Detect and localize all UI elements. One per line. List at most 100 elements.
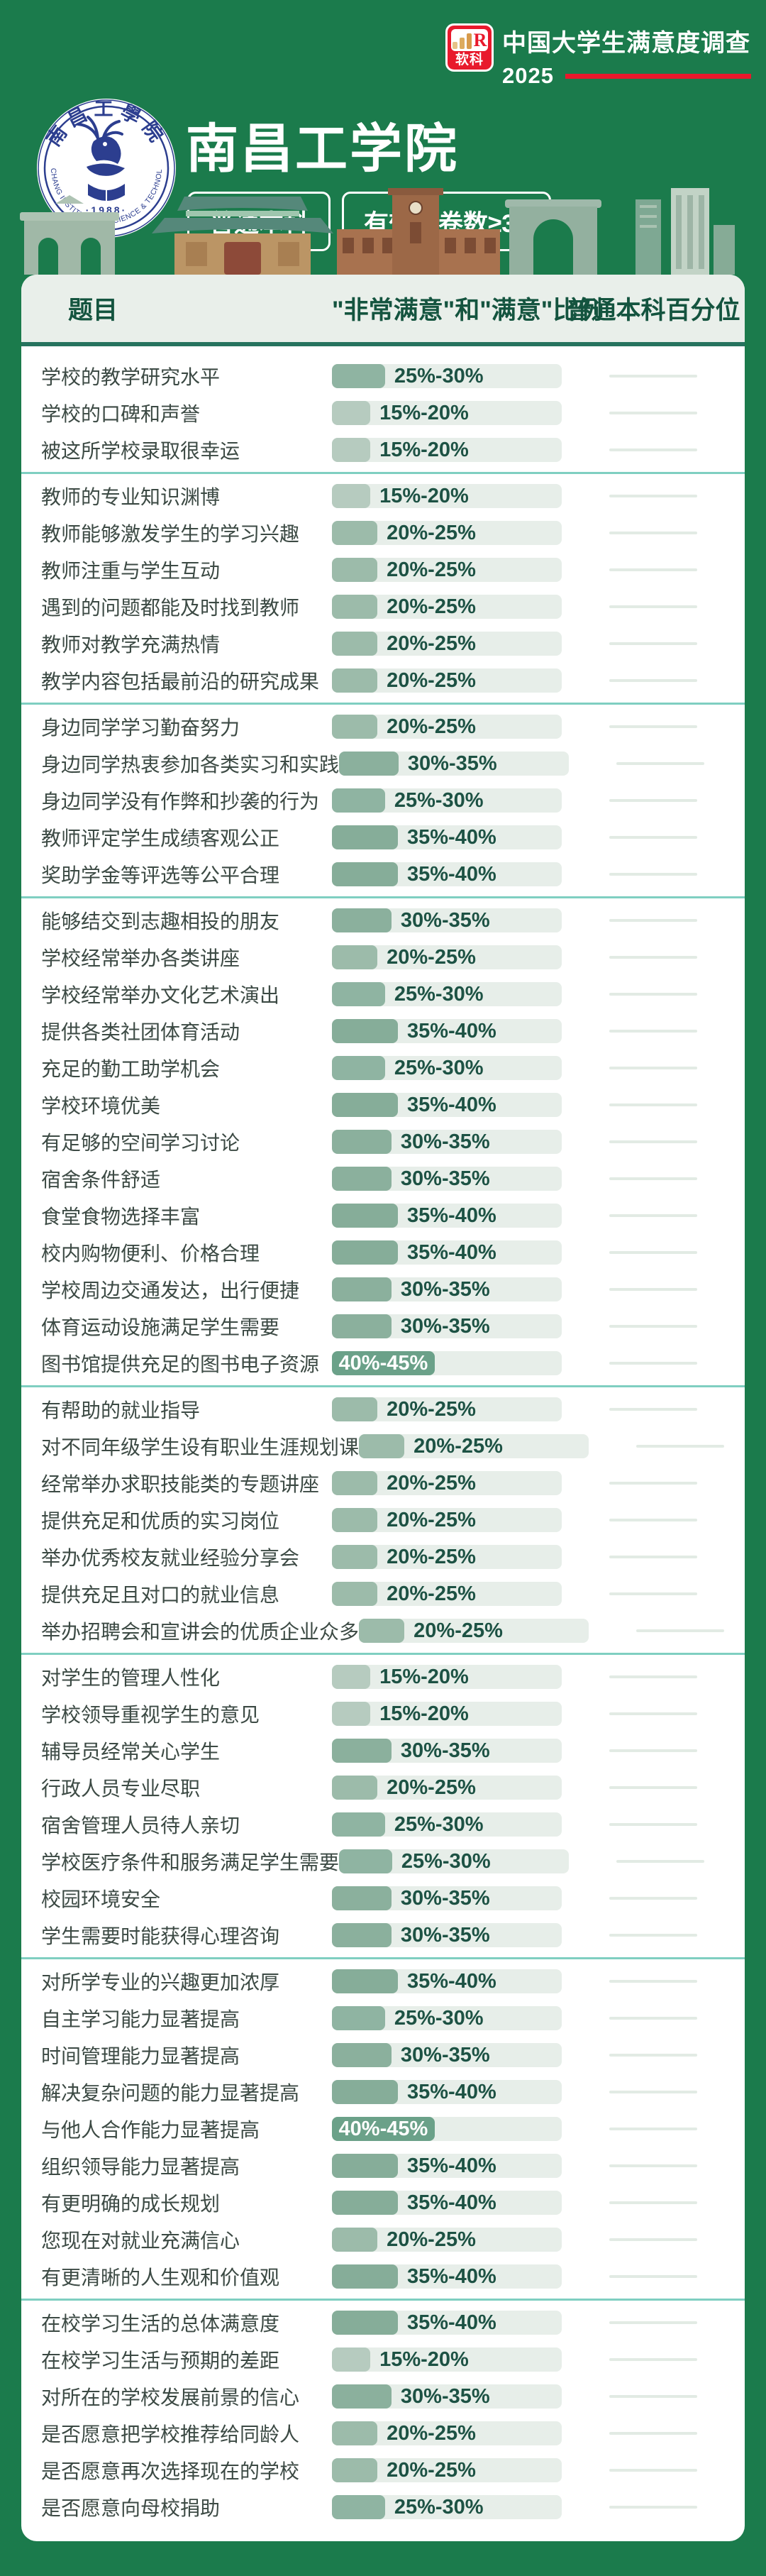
question-label: 辅导员经常关心学生	[41, 1741, 221, 1763]
bar-range-label: 30%-35%	[400, 1314, 490, 1338]
bar-fill	[332, 558, 378, 582]
bar-range-label: 25%-30%	[394, 1812, 484, 1836]
bar-track: 20%-25%	[332, 1471, 562, 1495]
bar-range-label: 20%-25%	[387, 2458, 476, 2482]
table-row: 教师的专业知识渊博 15%-20%	[21, 478, 745, 514]
bar-fill	[332, 788, 385, 813]
ruanke-logo-text: 软科	[455, 53, 484, 67]
table-header: 题目 "非常满意"和"满意"比例 普通本科百分位	[21, 275, 745, 346]
satisfaction-bar-cell: 35%-40%	[332, 1969, 562, 1993]
bar-fill	[332, 438, 371, 462]
question-label: 被这所学校录取很幸运	[41, 440, 240, 462]
percentile-cell	[562, 1140, 745, 1143]
satisfaction-bar-cell: 30%-35%	[332, 1167, 562, 1191]
bar-fill	[332, 1508, 378, 1532]
percentile-cell	[569, 762, 752, 765]
bar-range-label: 25%-30%	[394, 2495, 484, 2519]
bar-track: 35%-40%	[332, 825, 562, 849]
satisfaction-bar-cell: 20%-25%	[332, 632, 562, 656]
percentile-cell	[562, 1934, 745, 1937]
bar-track: 20%-25%	[332, 1397, 562, 1421]
percentile-placeholder-line	[609, 1067, 697, 1069]
seal-deer-emblem	[77, 116, 125, 201]
percentile-placeholder-line	[609, 956, 697, 959]
satisfaction-bar-cell: 15%-20%	[332, 1702, 562, 1726]
bar-fill	[332, 632, 378, 656]
table-row: 校内购物便利、价格合理 35%-40%	[21, 1234, 745, 1271]
question-label: 奖助学金等评选等公平合理	[41, 864, 280, 886]
bar-fill	[332, 945, 378, 969]
bar-fill	[332, 1167, 392, 1191]
table-row: 辅导员经常关心学生 30%-35%	[21, 1732, 745, 1769]
percentile-placeholder-line	[609, 2358, 697, 2361]
table-row: 时间管理能力显著提高 30%-35%	[21, 2037, 745, 2074]
bar-track: 25%-30%	[332, 2006, 562, 2030]
percentile-cell	[562, 2321, 745, 2324]
table-row: 对所学专业的兴趣更加浓厚 35%-40%	[21, 1963, 745, 2000]
group-separator	[21, 1653, 745, 1655]
university-name: 南昌工学院	[186, 119, 459, 178]
percentile-placeholder-line	[609, 1177, 697, 1180]
bar-range-label: 30%-35%	[400, 1130, 490, 1153]
satisfaction-bar-cell: 20%-25%	[332, 2458, 562, 2482]
bar-range-label: 30%-35%	[400, 908, 490, 932]
header-percentile: 普通本科百分位	[566, 297, 740, 324]
satisfaction-bar-cell: 20%-25%	[332, 1776, 562, 1800]
bar-range-label: 20%-25%	[413, 1619, 503, 1642]
bar-fill	[332, 1969, 398, 1993]
percentile-placeholder-line	[609, 725, 697, 728]
question-label: 解决复杂问题的能力显著提高	[41, 2082, 300, 2104]
question-label: 经常举办求职技能类的专题讲座	[41, 1473, 320, 1495]
question-label: 您现在对就业充满信心	[41, 2230, 240, 2252]
percentile-placeholder-line	[609, 1823, 697, 1826]
percentile-cell	[562, 1067, 745, 1069]
brick-clock-tower	[337, 188, 500, 275]
bar-range-label: 15%-20%	[379, 484, 469, 507]
percentile-cell	[562, 2506, 745, 2509]
bar-track: 35%-40%	[332, 862, 562, 886]
satisfaction-bar-cell: 40%-45%	[332, 1351, 562, 1375]
bar-track: 30%-35%	[332, 1167, 562, 1191]
modern-towers	[635, 188, 735, 275]
table-row: 举办招聘会和宣讲会的优质企业众多 20%-25%	[21, 1612, 745, 1649]
bar-fill	[332, 2311, 398, 2335]
percentile-placeholder-line	[609, 1749, 697, 1752]
percentile-cell	[589, 1629, 766, 1632]
table-row: 学校的口碑和声誉 15%-20%	[21, 395, 745, 431]
question-label: 有帮助的就业指导	[41, 1399, 201, 1421]
satisfaction-bar-cell: 35%-40%	[332, 2264, 562, 2289]
bar-range-label: 15%-20%	[379, 401, 469, 424]
bar-range-label: 25%-30%	[401, 1849, 491, 1873]
satisfaction-bar-cell: 25%-30%	[332, 2006, 562, 2030]
percentile-placeholder-line	[609, 919, 697, 922]
question-label: 学校领导重视学生的意见	[41, 1704, 260, 1726]
satisfaction-bar-cell: 15%-20%	[332, 438, 562, 462]
bar-range-label: 35%-40%	[406, 2154, 496, 2177]
satisfaction-bar-cell: 30%-35%	[332, 1314, 562, 1338]
question-label: 学生需要时能获得心理咨询	[41, 1925, 280, 1947]
bar-fill	[332, 825, 398, 849]
bar-range-label: 35%-40%	[406, 2264, 496, 2288]
question-label: 食堂食物选择丰富	[41, 1206, 201, 1228]
satisfaction-bar-cell: 20%-25%	[332, 1545, 562, 1569]
bar-track: 25%-30%	[332, 1056, 562, 1080]
satisfaction-bar-cell: 30%-35%	[332, 908, 562, 932]
bar-range-label: 35%-40%	[406, 2191, 496, 2214]
bar-track: 25%-30%	[339, 1849, 570, 1873]
header-satisfaction-ratio: "非常满意"和"满意"比例	[332, 297, 603, 324]
bar-track: 25%-30%	[332, 788, 562, 813]
percentile-cell	[562, 448, 745, 451]
bar-range-label: 40%-45%	[338, 1351, 428, 1375]
bar-range-label: 20%-25%	[387, 945, 476, 969]
question-label: 教师注重与学生互动	[41, 560, 221, 582]
table-row: 校园环境安全 30%-35%	[21, 1880, 745, 1917]
percentile-placeholder-line	[609, 495, 697, 497]
satisfaction-bar-cell: 30%-35%	[332, 2043, 562, 2067]
bar-fill	[332, 1277, 392, 1301]
table-row: 学校环境优美 35%-40%	[21, 1086, 745, 1123]
bar-fill	[332, 2347, 371, 2372]
satisfaction-bar-cell: 20%-25%	[332, 1508, 562, 1532]
bar-range-label: 20%-25%	[387, 1471, 476, 1495]
satisfaction-bar-cell: 25%-30%	[332, 2495, 562, 2519]
question-label: 举办优秀校友就业经验分享会	[41, 1547, 300, 1569]
